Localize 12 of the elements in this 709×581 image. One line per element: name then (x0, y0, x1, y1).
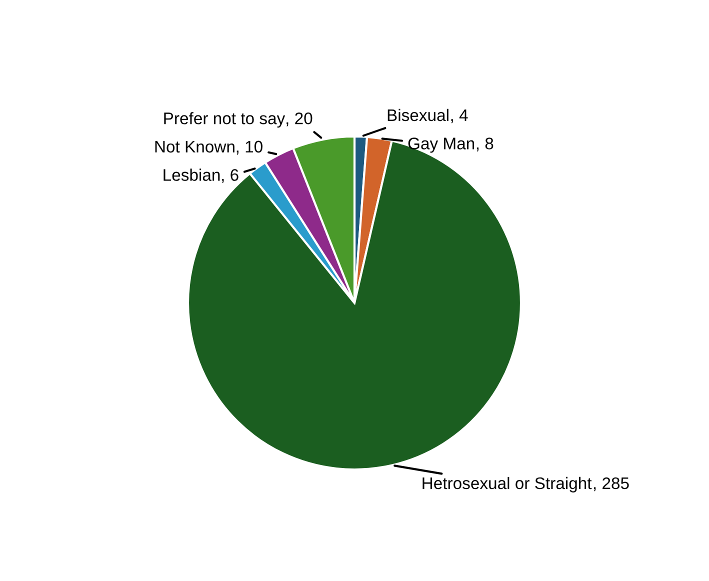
data-label: , 10 (236, 140, 262, 155)
data-label: , 8 (476, 138, 494, 152)
slice-label: Gay Man (408, 138, 474, 153)
data-label: , 20 (286, 112, 312, 126)
data-label: , 4 (451, 109, 468, 124)
data-label: , 285 (594, 477, 629, 492)
slice-label: Lesbian (164, 168, 220, 181)
slice-label: Hetrosexual or Straight (422, 476, 592, 492)
slice-label: Bisexual (388, 108, 448, 122)
slice-label: Prefer not to say (164, 112, 286, 128)
slice-label: Not Known (155, 140, 234, 153)
data-label: , 6 (222, 169, 238, 183)
